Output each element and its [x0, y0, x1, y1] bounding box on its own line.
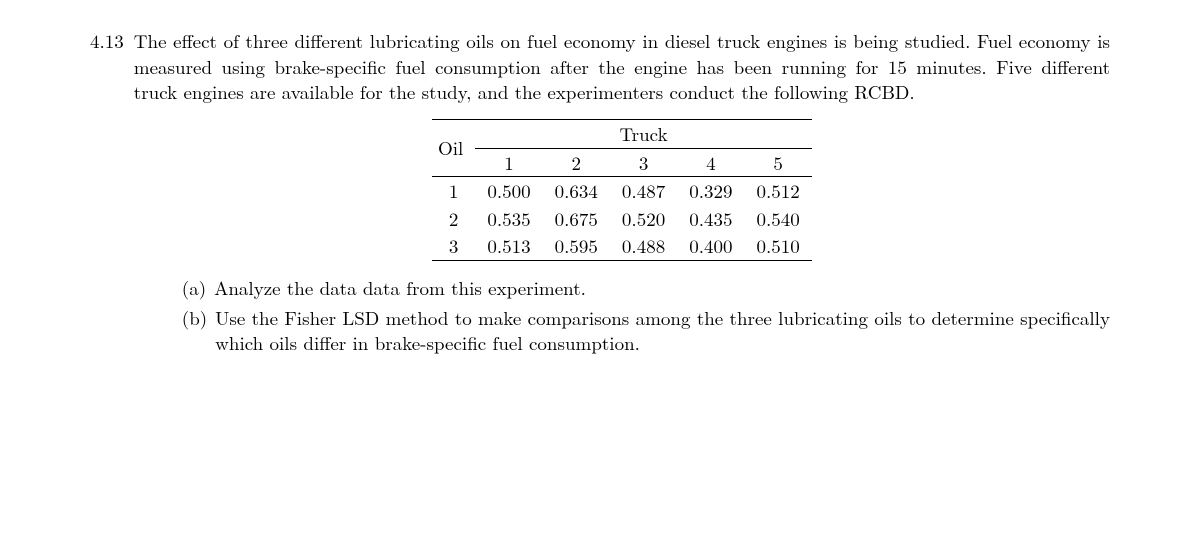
problem-text: The effect of three different lubricatin… [134, 27, 1110, 105]
col-header: 2 [543, 148, 610, 177]
table-cell: 0.488 [610, 232, 677, 260]
row-header-label: Oil [432, 119, 475, 176]
table-cell: 0.595 [543, 232, 610, 260]
row-label: 3 [432, 232, 475, 260]
row-label: 2 [432, 205, 475, 233]
table-cell: 0.329 [677, 177, 744, 205]
table-cell: 0.535 [475, 205, 542, 233]
table-cell: 0.520 [610, 205, 677, 233]
subpart-marker: (a) [182, 275, 206, 301]
data-table: Oil Truck 1 2 3 4 5 1 0.500 0.634 0.487 … [432, 119, 812, 261]
table-cell: 0.487 [610, 177, 677, 205]
row-label: 1 [432, 177, 475, 205]
table-cell: 0.675 [543, 205, 610, 233]
subpart-text: Analyze the data data from this experime… [214, 275, 1110, 301]
col-header: 4 [677, 148, 744, 177]
data-table-wrap: Oil Truck 1 2 3 4 5 1 0.500 0.634 0.487 … [134, 119, 1110, 261]
table-cell: 0.634 [543, 177, 610, 205]
table-cell: 0.512 [745, 177, 812, 205]
subpart-item: (a) Analyze the data data from this expe… [182, 275, 1110, 301]
col-header: 5 [745, 148, 812, 177]
table-cell: 0.513 [475, 232, 542, 260]
problem-body: The effect of three different lubricatin… [134, 28, 1110, 360]
col-group-label: Truck [475, 119, 811, 148]
subpart-item: (b) Use the Fisher LSD method to make co… [182, 305, 1110, 356]
table-cell: 0.540 [745, 205, 812, 233]
table-cell: 0.400 [677, 232, 744, 260]
col-header: 3 [610, 148, 677, 177]
subpart-marker: (b) [182, 305, 207, 331]
subpart-text: Use the Fisher LSD method to make compar… [215, 305, 1110, 356]
problem-block: 4.13 The effect of three different lubri… [90, 28, 1110, 360]
table-cell: 0.435 [677, 205, 744, 233]
table-cell: 0.510 [745, 232, 812, 260]
col-header: 1 [475, 148, 542, 177]
problem-number: 4.13 [90, 28, 124, 54]
subpart-list: (a) Analyze the data data from this expe… [134, 275, 1110, 356]
table-cell: 0.500 [475, 177, 542, 205]
